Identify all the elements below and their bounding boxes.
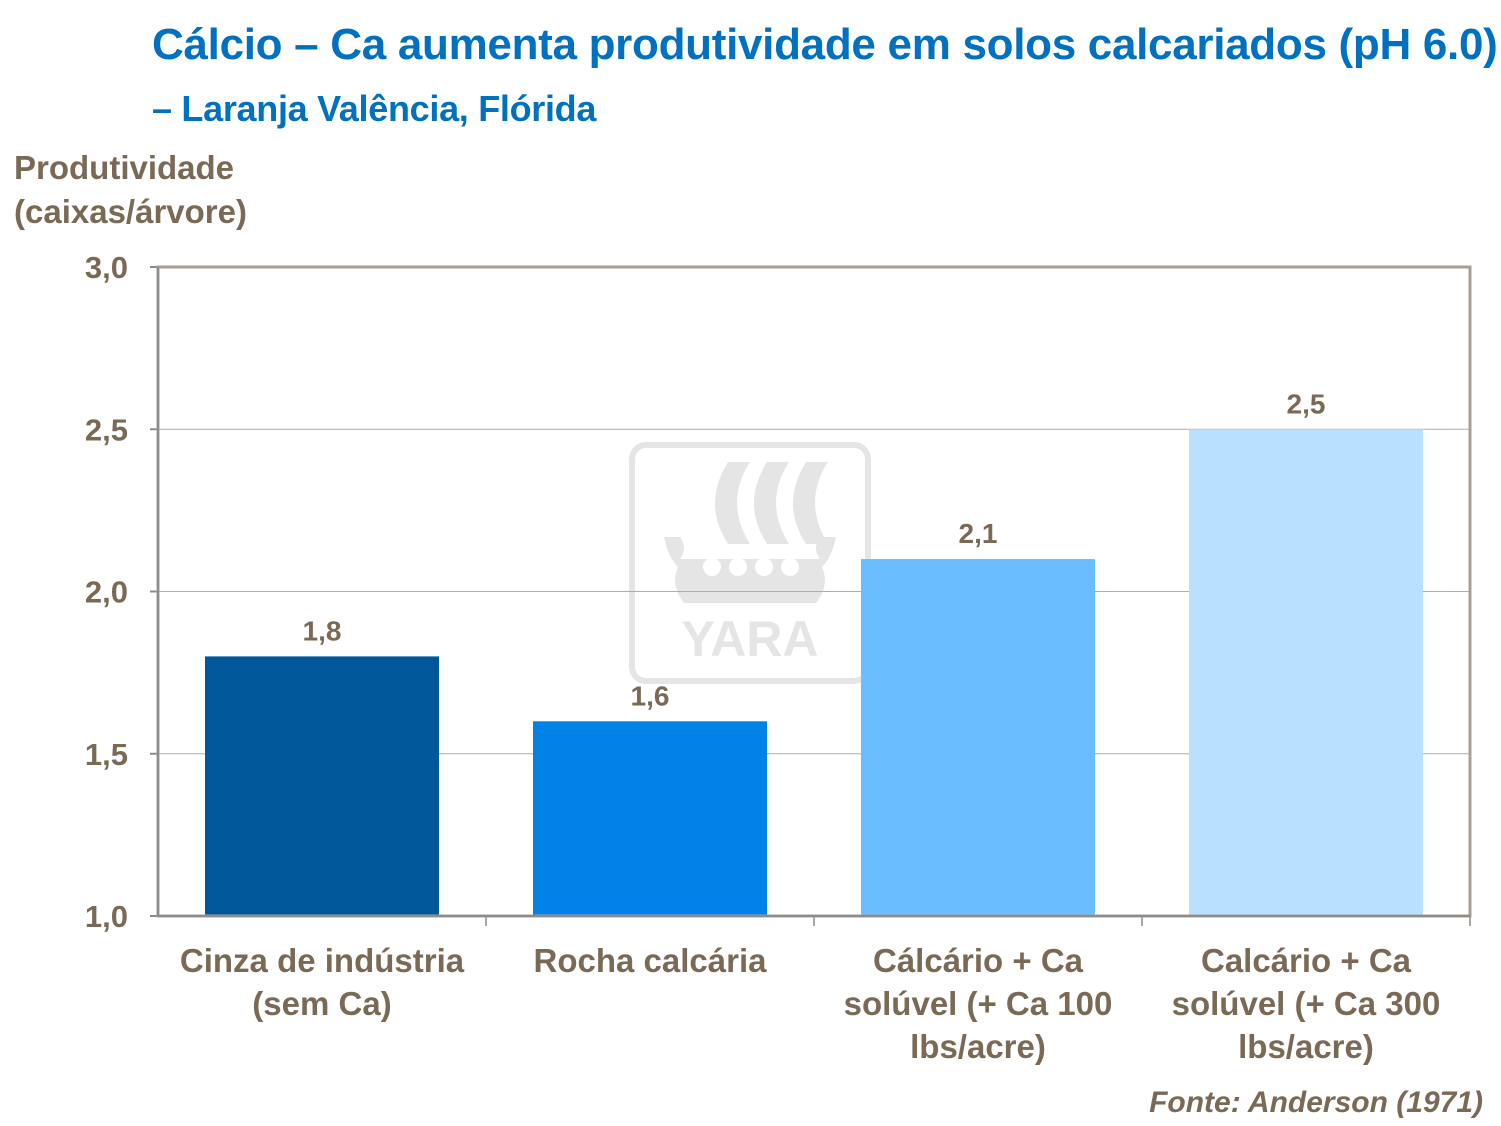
data-label: 2,5: [1287, 388, 1326, 419]
x-tick-label: Cinza de indústria: [180, 942, 465, 979]
y-axis-label: Produtividade (caixas/árvore): [14, 146, 247, 234]
x-tick-label: (sem Ca): [252, 985, 391, 1022]
y-tick-label: 2,5: [85, 412, 128, 447]
title-text: Cálcio – Ca aumenta produtividade em sol…: [152, 20, 1498, 69]
x-tick-label: Cálcário + Ca: [873, 942, 1084, 979]
y-tick-label: 1,5: [85, 737, 128, 772]
bar: [1189, 429, 1423, 916]
data-label: 2,1: [959, 518, 998, 549]
x-tick-label: Calcário + Ca: [1201, 942, 1412, 979]
x-tick-label: lbs/acre): [1238, 1028, 1374, 1065]
data-label: 1,6: [631, 680, 670, 711]
x-tick-label: lbs/acre): [910, 1028, 1046, 1065]
subtitle-text: – Laranja Valência, Flórida: [152, 88, 597, 129]
y-tick-label: 1,0: [85, 899, 128, 934]
bar: [205, 656, 439, 916]
chart-title: Cálcio – Ca aumenta produtividade em sol…: [152, 14, 1501, 140]
x-tick-label: solúvel (+ Ca 100: [844, 985, 1113, 1022]
data-label: 1,8: [303, 615, 342, 646]
source-note: Fonte: Anderson (1971): [1149, 1086, 1483, 1119]
x-tick-label: solúvel (+ Ca 300: [1172, 985, 1441, 1022]
watermark-text: YARA: [681, 611, 818, 667]
bar: [861, 559, 1095, 916]
y-axis-label-line2: (caixas/árvore): [14, 193, 247, 230]
y-tick-label: 3,0: [85, 250, 128, 285]
bar: [533, 721, 767, 916]
x-tick-label: Rocha calcária: [534, 942, 768, 979]
y-axis-label-line1: Produtividade: [14, 149, 235, 186]
y-tick-label: 2,0: [85, 575, 128, 610]
